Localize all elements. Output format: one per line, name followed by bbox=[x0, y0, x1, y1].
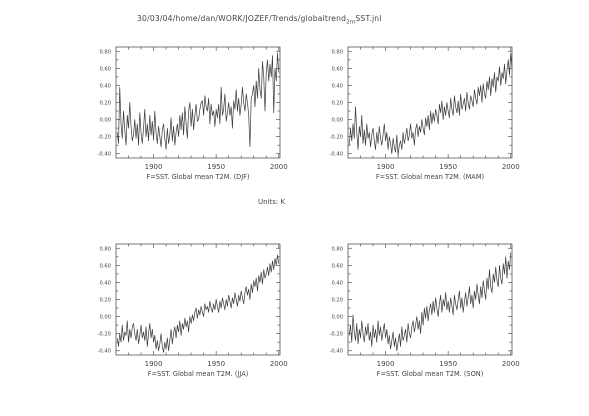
y-tick-label-jja-4: 0.40 bbox=[99, 280, 111, 286]
y-tick-label-jja-1: -0.20 bbox=[98, 332, 111, 338]
series-line-jja bbox=[116, 254, 280, 353]
file-path-suffix: SST.jnl bbox=[355, 14, 382, 23]
file-path-prefix: 30/03/04/home/dan/WORK/JOZEF/Trends/glob… bbox=[137, 14, 347, 23]
y-tick-label-djf-3: 0.20 bbox=[99, 101, 111, 107]
plot-frame-mam bbox=[347, 46, 513, 159]
y-tick-label-jja-6: 0.80 bbox=[99, 246, 111, 252]
y-tick-label-djf-4: 0.40 bbox=[99, 83, 111, 89]
y-tick-label-mam-6: 0.80 bbox=[331, 49, 343, 55]
x-tick-label-mam-2000: 2000 bbox=[502, 163, 520, 171]
x-axis-label-djf: F=SST. Global mean T2M. (DJF) bbox=[146, 173, 249, 181]
units-label: Units: K bbox=[258, 198, 286, 206]
y-tick-label-son-0: -0.40 bbox=[330, 349, 343, 355]
chart-panel-djf: -0.40 -0.20 0.00 0.20 0.40 0.60 0.80 1900 1950 20… bbox=[98, 46, 288, 181]
y-tick-label-mam-3: 0.20 bbox=[331, 101, 343, 107]
x-tick-label-djf-1900: 1900 bbox=[145, 163, 163, 171]
x-tick-label-son-2000: 2000 bbox=[502, 360, 520, 368]
x-tick-label-mam-1900: 1900 bbox=[377, 163, 395, 171]
y-tick-label-jja-3: 0.20 bbox=[99, 298, 111, 304]
x-tick-label-djf-2000: 2000 bbox=[270, 163, 288, 171]
y-tick-label-djf-5: 0.60 bbox=[99, 66, 111, 72]
x-axis-label-jja: F=SST. Global mean T2M. (JJA) bbox=[148, 370, 249, 378]
y-tick-label-mam-4: 0.40 bbox=[331, 83, 343, 89]
y-tick-label-son-5: 0.60 bbox=[331, 263, 343, 269]
series-line-djf bbox=[116, 52, 280, 150]
y-tick-label-jja-0: -0.40 bbox=[98, 349, 111, 355]
plot-frame-jja bbox=[115, 243, 281, 356]
chart-panel-son: -0.40 -0.20 0.00 0.20 0.40 0.60 0.80 1900 1950 20… bbox=[330, 243, 520, 378]
file-path-subscript: 2m bbox=[346, 19, 356, 26]
x-tick-label-son-1900: 1900 bbox=[377, 360, 395, 368]
series-line-son bbox=[348, 252, 512, 352]
y-tick-label-son-6: 0.80 bbox=[331, 246, 343, 252]
x-axis-label-mam: F=SST. Global mean T2M. (MAM) bbox=[376, 173, 484, 181]
y-tick-label-jja-2: 0.00 bbox=[99, 315, 111, 321]
series-line-mam bbox=[348, 52, 513, 156]
y-tick-label-son-4: 0.40 bbox=[331, 280, 343, 286]
x-tick-label-jja-2000: 2000 bbox=[270, 360, 288, 368]
y-tick-label-mam-0: -0.40 bbox=[330, 152, 343, 158]
file-path-header: 30/03/04/home/dan/WORK/JOZEF/Trends/glob… bbox=[137, 14, 382, 26]
y-tick-label-djf-6: 0.80 bbox=[99, 49, 111, 55]
y-tick-label-mam-1: -0.20 bbox=[330, 135, 343, 141]
y-tick-label-son-3: 0.20 bbox=[331, 298, 343, 304]
chart-panel-mam: -0.40 -0.20 0.00 0.20 0.40 0.60 0.80 1900 1950 20… bbox=[330, 46, 520, 181]
y-tick-label-djf-2: 0.00 bbox=[99, 118, 111, 124]
y-tick-label-mam-2: 0.00 bbox=[331, 118, 343, 124]
x-tick-label-djf-1950: 1950 bbox=[207, 163, 225, 171]
x-tick-label-jja-1950: 1950 bbox=[207, 360, 225, 368]
x-tick-label-mam-1950: 1950 bbox=[439, 163, 457, 171]
y-tick-label-djf-0: -0.40 bbox=[98, 152, 111, 158]
x-tick-label-son-1950: 1950 bbox=[439, 360, 457, 368]
chart-panel-jja: -0.40 -0.20 0.00 0.20 0.40 0.60 0.80 1900 1950 20… bbox=[98, 243, 288, 378]
x-axis-label-son: F=SST. Global mean T2M. (SON) bbox=[377, 370, 484, 378]
y-tick-label-jja-5: 0.60 bbox=[99, 263, 111, 269]
x-tick-label-jja-1900: 1900 bbox=[145, 360, 163, 368]
y-tick-label-djf-1: -0.20 bbox=[98, 135, 111, 141]
y-tick-label-son-1: -0.20 bbox=[330, 332, 343, 338]
y-tick-label-mam-5: 0.60 bbox=[331, 66, 343, 72]
y-tick-label-son-2: 0.00 bbox=[331, 315, 343, 321]
